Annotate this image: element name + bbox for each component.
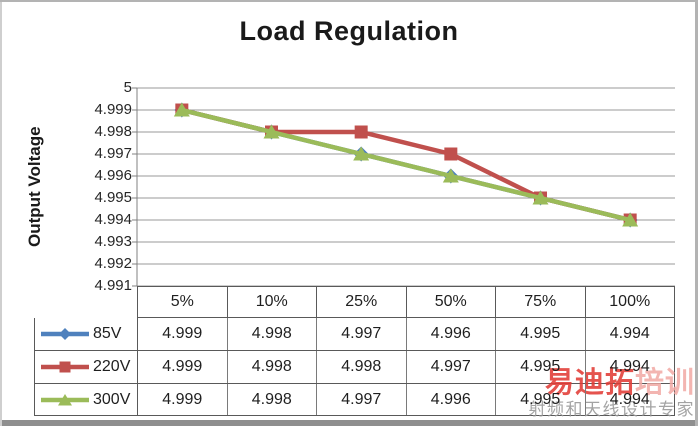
table-cell: 4.996	[407, 318, 496, 350]
category-header-cell: 25%	[317, 287, 407, 317]
table-cell: 4.994	[609, 325, 650, 342]
table-row-85v: 85V 4.999 4.998 4.997 4.996 4.995 4.994	[34, 318, 675, 351]
series-label: 85V	[93, 325, 122, 342]
triangle-marker-icon	[173, 102, 190, 117]
category-header-cell: 5%	[138, 287, 228, 317]
table-cell: 4.996	[407, 384, 496, 415]
y-axis-tick-label: 4.996	[94, 167, 132, 184]
chart-title: Load Regulation	[239, 16, 459, 46]
category-header-cell: 10%	[228, 287, 317, 317]
y-axis-tick-label: 4.997	[94, 145, 132, 162]
table-cell: 4.999	[138, 384, 228, 415]
table-cell: 4.995	[496, 384, 586, 415]
category-header-cell: 50%	[407, 287, 496, 317]
category-header-cell: 75%	[496, 287, 586, 317]
diamond-marker-icon	[40, 325, 90, 343]
table-cell: 4.995	[496, 351, 586, 383]
y-axis-tick-label: 4.992	[94, 255, 132, 272]
series-line-300V	[181, 107, 631, 223]
plot-area	[132, 87, 675, 287]
square-marker-icon	[40, 358, 90, 376]
table-cell: 4.999	[138, 318, 228, 350]
y-axis-tick-label: 4.999	[94, 101, 132, 118]
table-cell: 4.998	[228, 384, 317, 415]
table-cell: 4.997	[407, 351, 496, 383]
triangle-marker-icon	[263, 124, 280, 139]
square-marker-icon	[354, 125, 368, 139]
square-marker-icon	[444, 147, 458, 161]
table-cell: 4.997	[317, 384, 407, 415]
data-table-header-row: 5% 10% 25% 50% 75% 100%	[137, 286, 675, 318]
table-cell: 4.997	[317, 318, 407, 350]
category-header-cell: 100%	[609, 293, 651, 310]
table-cell: 4.998	[228, 318, 317, 350]
legend-item-85v: 85V	[35, 318, 138, 350]
y-axis-tick-label: 5	[123, 79, 132, 96]
y-axis-tick-label: 4.994	[94, 211, 132, 228]
y-axis-tick-label: 4.995	[94, 189, 132, 206]
triangle-marker-icon	[442, 168, 459, 183]
series-label: 220V	[93, 358, 131, 375]
table-cell: 4.998	[317, 351, 407, 383]
table-cell: 4.998	[228, 351, 317, 383]
table-cell: 4.994	[609, 358, 650, 375]
table-cell: 4.995	[496, 318, 586, 350]
y-axis-tick-label: 4.993	[94, 233, 132, 250]
legend-item-220v: 220V	[35, 351, 138, 383]
table-cell: 4.999	[138, 351, 228, 383]
table-cell: 4.994	[609, 390, 650, 408]
triangle-marker-icon	[40, 391, 90, 409]
triangle-marker-icon	[353, 146, 370, 161]
series-label: 300V	[93, 390, 131, 408]
y-axis-tick-label: 4.991	[94, 277, 132, 294]
triangle-marker-icon	[622, 212, 639, 227]
table-row-220v: 220V 4.999 4.998 4.998 4.997 4.995 4.994	[34, 351, 675, 384]
y-axis-title: Output Voltage	[25, 126, 44, 248]
table-row-300v: 300V 4.999 4.998 4.997 4.996 4.995 4.994	[34, 384, 675, 416]
y-axis-tick-label: 4.998	[94, 123, 132, 140]
triangle-marker-icon	[532, 190, 549, 205]
legend-item-300v: 300V	[35, 384, 138, 415]
